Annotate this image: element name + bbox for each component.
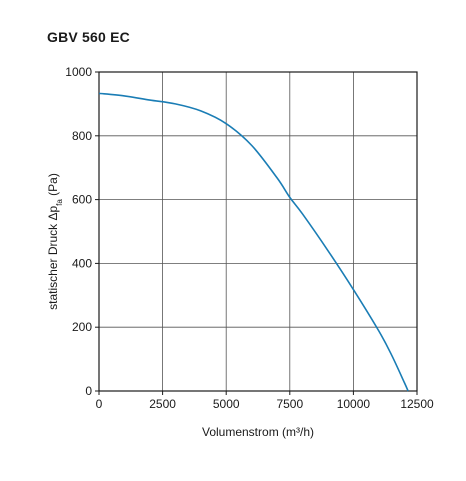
x-tick-label: 0 [96,397,103,411]
y-axis-label-suffix: (Pa) [46,173,60,199]
y-axis-label: statischer Druck Δpfa (Pa) [46,173,64,310]
x-tick-label: 10000 [337,397,371,411]
x-tick-label: 2500 [149,397,176,411]
series-line [98,92,409,392]
y-tick-label: 800 [72,129,92,143]
y-axis-label-subscript: fa [55,199,64,206]
x-axis-ticks: 0 2500 5000 7500 10000 12500 [96,391,434,411]
y-tick-label: 0 [85,384,92,398]
y-axis-label-prefix: statischer Druck Δp [46,205,60,309]
x-tick-label: 12500 [400,397,434,411]
y-axis-ticks: 0 200 400 600 800 1000 [65,65,99,398]
y-tick-label: 600 [72,193,92,207]
chart-title: GBV 560 EC [47,29,130,45]
grid-lines [99,72,417,391]
y-tick-label: 1000 [65,65,92,79]
x-tick-label: 7500 [276,397,303,411]
x-tick-label: 5000 [213,397,240,411]
series-layer [98,92,409,392]
y-tick-label: 400 [72,256,92,270]
x-axis-label: Volumenstrom (m³/h) [202,425,314,439]
plot-frame [98,71,418,392]
y-tick-label: 200 [72,320,92,334]
